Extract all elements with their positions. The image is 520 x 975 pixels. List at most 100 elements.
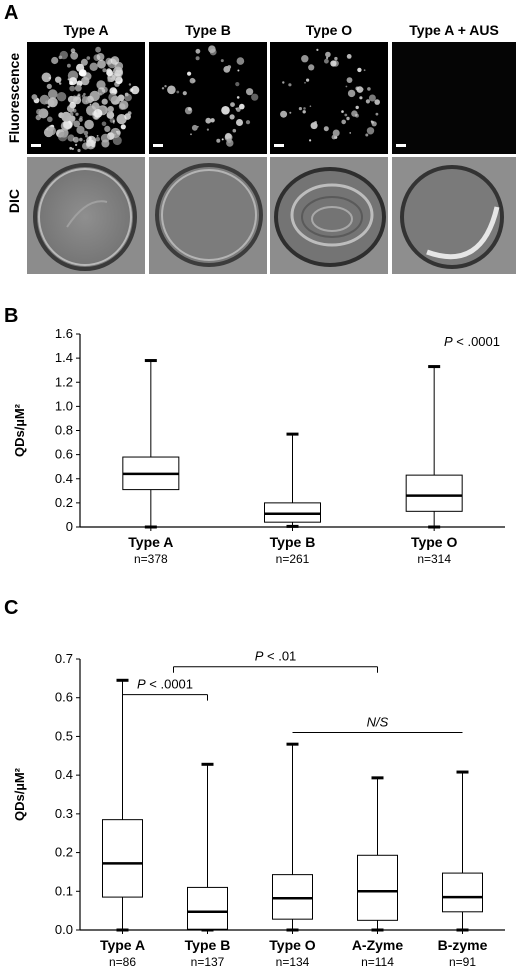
fluorescence-dot xyxy=(355,86,360,91)
fluorescence-dot xyxy=(209,48,217,56)
fluorescence-dot xyxy=(69,146,73,150)
fluorescence-dot xyxy=(74,84,82,92)
row-label-dic: DIC xyxy=(6,188,22,214)
fluorescence-dot xyxy=(346,116,350,121)
iqr-box xyxy=(102,819,143,898)
fluorescence-dot xyxy=(357,67,362,73)
chart-c-box-type-a xyxy=(102,678,143,932)
fluorescence-dot xyxy=(346,54,352,59)
fluorescence-image-type-a xyxy=(27,42,145,154)
fluorescence-dot xyxy=(101,139,110,148)
chart-b-category-label: Type A xyxy=(128,534,173,550)
chart-b: 0 0.2 0.4 0.6 0.8 1.0 1.2 1.4 1.6 QDs/µM² Type A n=… xyxy=(12,326,505,566)
fluorescence-dot xyxy=(365,133,369,137)
fluorescence-dot xyxy=(245,120,251,125)
fluorescence-dot xyxy=(75,112,79,116)
fluorescence-dot xyxy=(110,56,120,65)
fluorescence-dot xyxy=(227,65,232,69)
fluorescence-dot xyxy=(101,98,108,105)
chart-b-y-tick-label: 1.4 xyxy=(55,350,73,365)
chart-b-y-tick-label: 0.8 xyxy=(55,423,73,438)
fluorescence-dot xyxy=(191,124,198,131)
fluorescence-dot xyxy=(56,92,67,102)
iqr-box xyxy=(442,872,483,913)
fluorescence-dot xyxy=(89,103,92,106)
fluorescence-dot xyxy=(302,110,306,114)
chart-c-n-label: n=137 xyxy=(191,955,225,969)
fluorescence-dot xyxy=(97,59,106,69)
chart-c-category-label: B-zyme xyxy=(438,937,488,953)
fluorescence-dot xyxy=(96,53,105,61)
fluorescence-dot xyxy=(89,62,98,71)
chart-b-y-tick-label: 0.6 xyxy=(55,447,73,462)
fluorescence-dot xyxy=(184,106,193,115)
fluorescence-dot xyxy=(118,103,126,110)
fluorescence-dot xyxy=(86,141,92,147)
chart-c-n-label: n=114 xyxy=(361,955,394,969)
fluorescence-dot xyxy=(72,136,79,143)
fluorescence-dot xyxy=(80,58,88,66)
fluorescence-dot xyxy=(367,87,371,91)
p-rest: < .01 xyxy=(263,649,296,664)
fluorescence-dot xyxy=(112,120,115,123)
fluorescence-dot xyxy=(77,148,81,153)
fluorescence-dot xyxy=(220,59,224,63)
fluorescence-dot xyxy=(127,111,132,115)
panel-a-letter: A xyxy=(4,2,19,24)
fluorescence-dot xyxy=(230,102,235,107)
fluorescence-dot xyxy=(314,121,317,124)
fluorescence-dot xyxy=(325,51,331,58)
fluorescence-dot xyxy=(310,122,318,130)
fluorescence-dot xyxy=(210,118,215,123)
fluorescence-dot xyxy=(130,85,140,95)
fluorescence-dot xyxy=(59,82,62,85)
fluorescence-dot xyxy=(48,89,58,99)
iqr-box xyxy=(272,874,313,920)
fluorescence-dot xyxy=(76,125,85,135)
chart-c-category-label: Type O xyxy=(269,937,316,953)
fluorescence-dot xyxy=(70,51,79,60)
fluorescence-dot xyxy=(345,85,348,88)
chart-c-box-b-zyme xyxy=(442,770,483,932)
fluorescence-dot xyxy=(47,126,56,136)
fluorescence-dot xyxy=(176,90,180,94)
fluorescence-dot xyxy=(216,138,221,143)
fluorescence-dot xyxy=(289,111,292,114)
fluorescence-dot xyxy=(69,81,73,85)
column-title-type-a-aus: Type A + AUS xyxy=(409,22,499,38)
iqr-box xyxy=(187,886,228,930)
fluorescence-dot xyxy=(341,110,344,113)
fluorescence-dot xyxy=(116,114,127,125)
dic-image-type-a xyxy=(27,157,145,274)
fluorescence-dot xyxy=(226,139,234,147)
fluorescence-dot xyxy=(101,121,107,127)
fluorescence-dot xyxy=(73,120,81,128)
fluorescence-dot xyxy=(341,119,346,125)
fluorescence-image-type-a-aus xyxy=(392,42,516,154)
fluorescence-dot xyxy=(57,131,68,142)
fluorescence-dot xyxy=(197,125,199,128)
fluorescence-dot xyxy=(92,112,100,120)
fluorescence-dot xyxy=(306,78,310,82)
chart-c-box-type-b xyxy=(187,762,228,932)
fluorescence-dot xyxy=(371,121,377,127)
fluorescence-dot xyxy=(288,83,292,87)
chart-c: 0.0 0.1 0.2 0.3 0.4 0.5 0.6 0.7 QDs/µM² Type A n=8… xyxy=(12,649,505,969)
chart-c-box-a-zyme xyxy=(357,776,398,932)
fluorescence-dot xyxy=(235,82,240,87)
scale-bar xyxy=(274,144,284,147)
fluorescence-dot xyxy=(330,60,337,67)
row-label-fluorescence: Fluorescence xyxy=(6,52,22,144)
fluorescence-dot xyxy=(67,63,71,68)
fluorescence-dot xyxy=(96,135,99,137)
fluorescence-dot xyxy=(47,116,53,123)
chart-b-n-label: n=314 xyxy=(417,552,451,566)
fluorescence-dot xyxy=(86,56,91,60)
p-rest: < .0001 xyxy=(453,334,500,349)
fluorescence-dot xyxy=(69,85,76,92)
fluorescence-dot xyxy=(110,127,121,139)
fluorescence-dot xyxy=(282,81,285,84)
fluorescence-dot xyxy=(195,48,201,54)
chart-b-y-axis-label: QDs/µM² xyxy=(12,403,27,457)
fluorescence-dot xyxy=(102,68,107,73)
